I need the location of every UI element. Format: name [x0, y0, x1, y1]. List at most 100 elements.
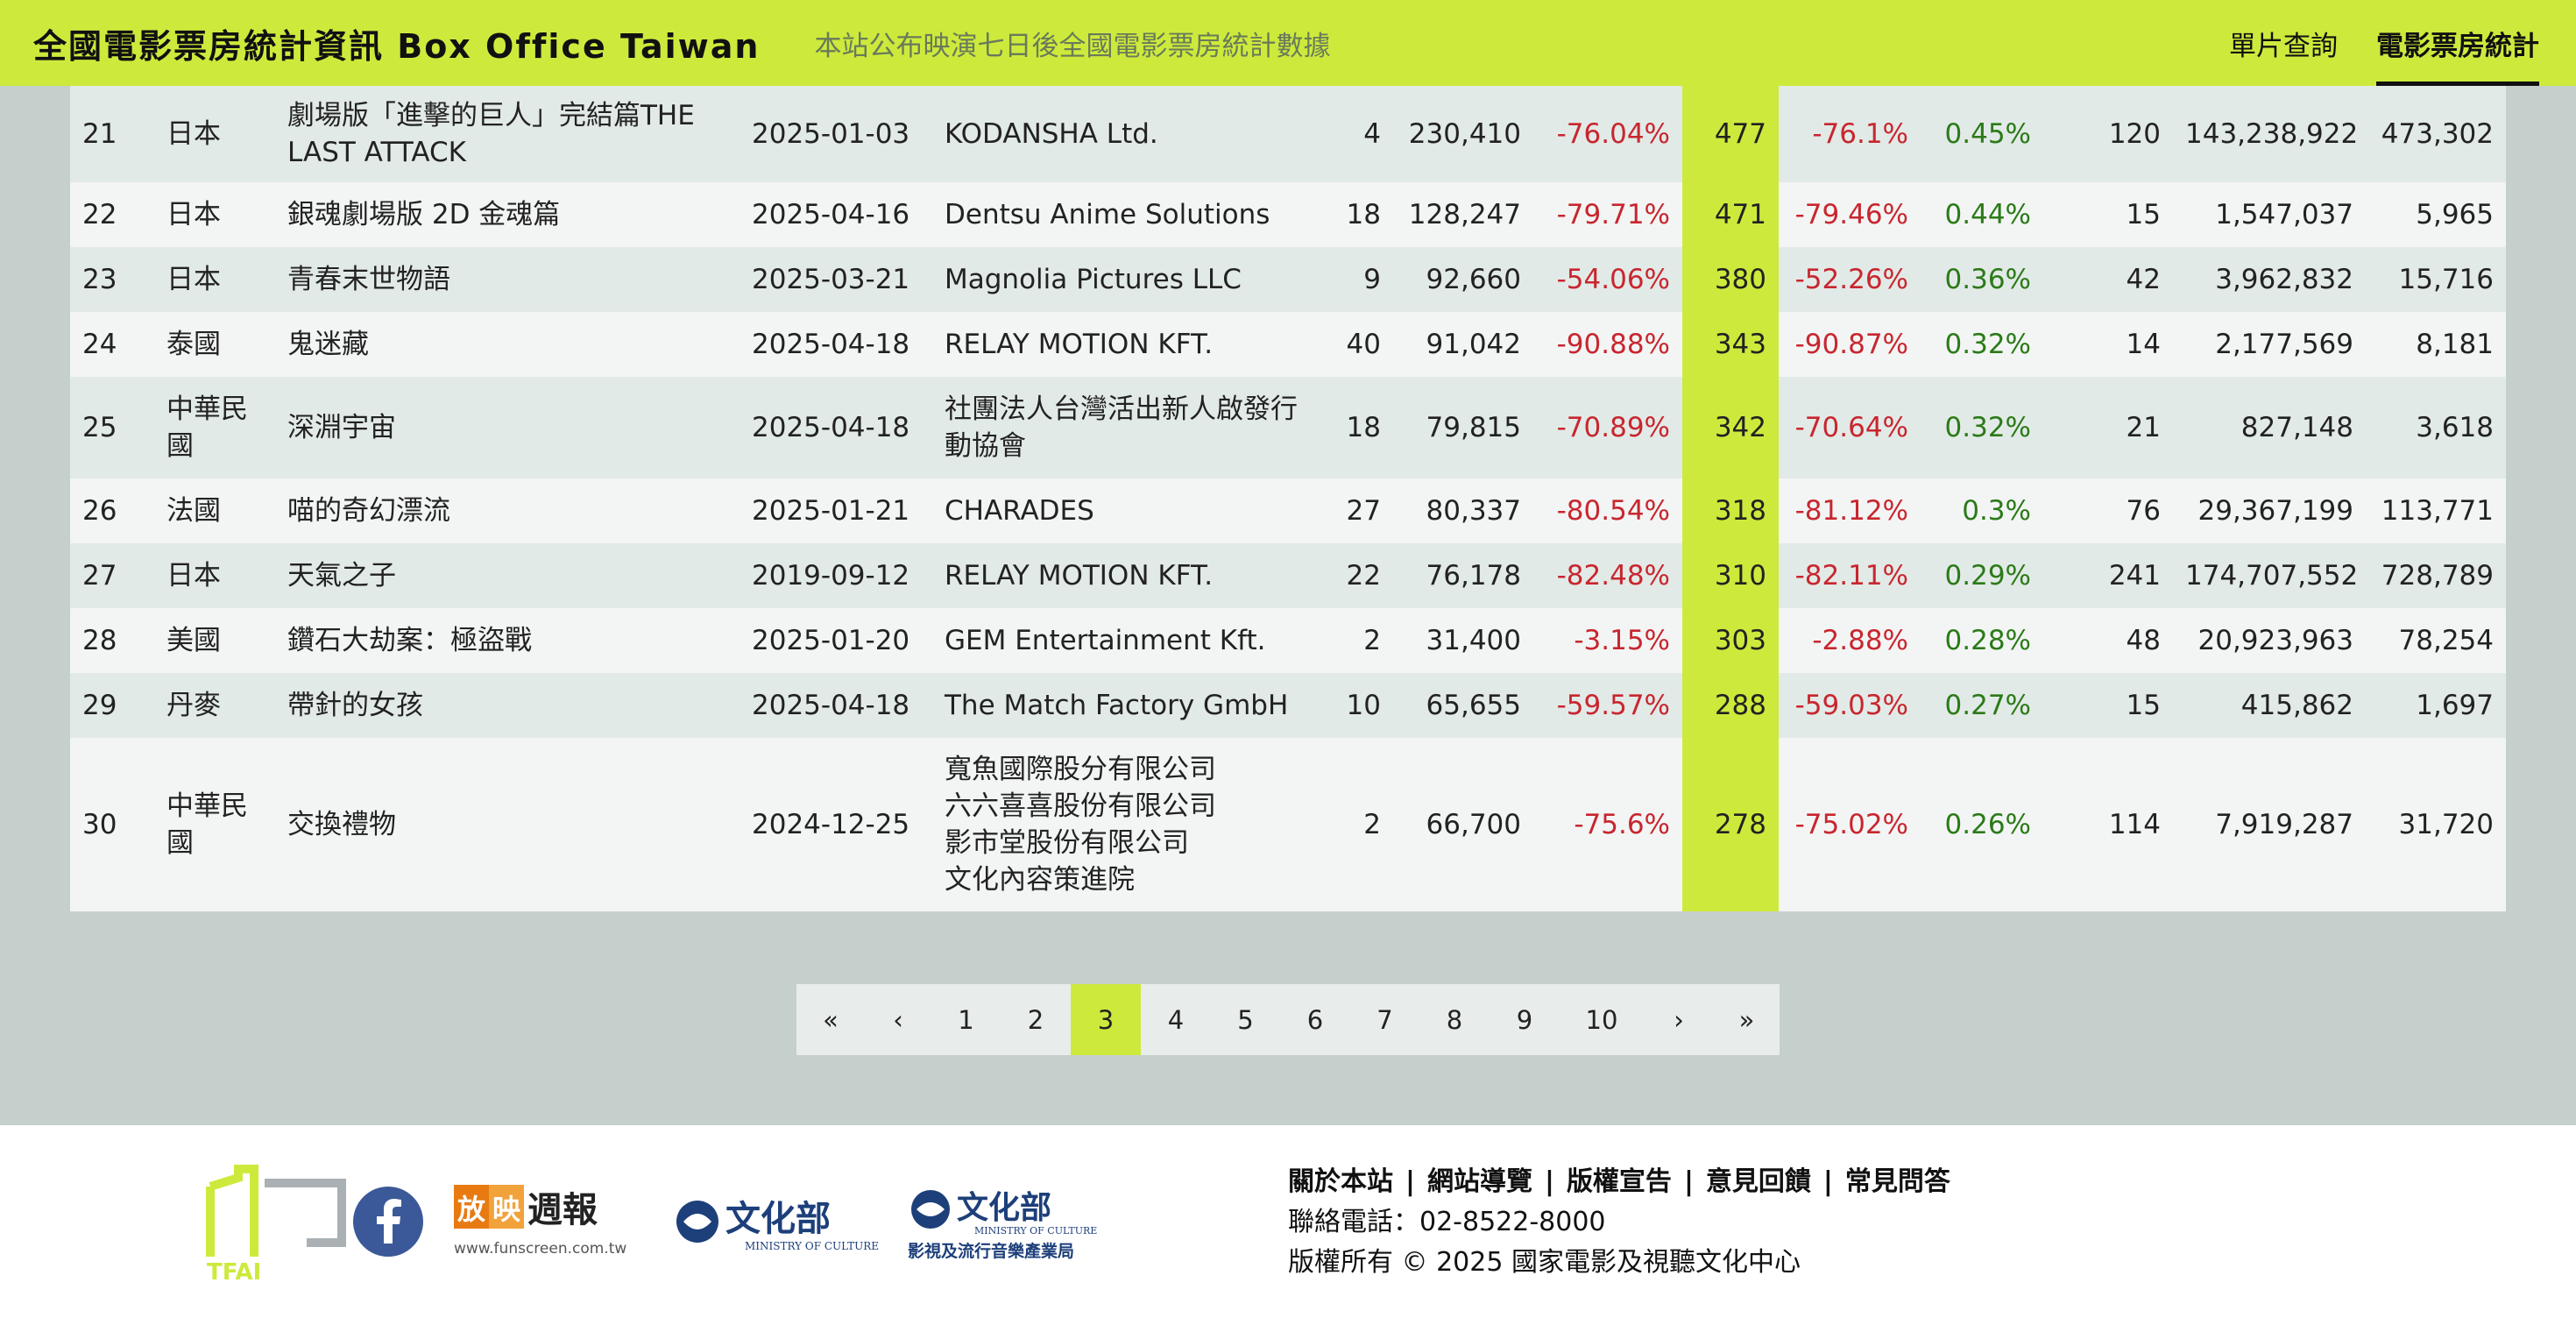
- release-date-cell: 2025-01-21: [740, 478, 932, 543]
- release-date-cell: 2024-12-25: [740, 738, 932, 911]
- country-cell: 泰國: [154, 312, 275, 377]
- main-nav: 單片查詢 電影票房統計: [2190, 0, 2539, 86]
- footer-link-about[interactable]: 關於本站: [1288, 1166, 1393, 1197]
- theaters-cell: 27: [1327, 478, 1393, 543]
- title-cell[interactable]: 帶針的女孩: [275, 673, 740, 738]
- facebook-icon[interactable]: [352, 1186, 424, 1258]
- distributor-cell: RELAY MOTION KFT.: [932, 312, 1327, 377]
- total-tickets-cell: 3,618: [2366, 377, 2506, 478]
- title-cell[interactable]: 鑽石大劫案：極盜戰: [275, 608, 740, 673]
- footer-link-feedback[interactable]: 意見回饋: [1705, 1166, 1811, 1197]
- title-cell[interactable]: 銀魂劇場版 2D 金魂篇: [275, 182, 740, 247]
- table-row[interactable]: 29 丹麥 帶針的女孩 2025-04-18 The Match Factory Gmb…: [70, 673, 2506, 738]
- site-brand[interactable]: 全國電影票房統計資訊 Box Office Taiwan: [33, 26, 761, 66]
- distributor-line: 影市堂股份有限公司: [945, 827, 1189, 859]
- page-6-button[interactable]: 6: [1306, 1004, 1324, 1035]
- days-showing-cell: 76: [2043, 478, 2173, 543]
- table-row[interactable]: 23 日本 青春末世物語 2025-03-21 Magnolia Pictures LL…: [70, 247, 2506, 312]
- title-cell[interactable]: 劇場版「進擊的巨人」完結篇THE LAST ATTACK: [275, 86, 740, 182]
- page-1-button[interactable]: 1: [958, 1004, 974, 1035]
- weekly-tickets-cell: 278: [1682, 738, 1779, 911]
- page-5-button[interactable]: 5: [1237, 1004, 1254, 1035]
- title-cell[interactable]: 喵的奇幻漂流: [275, 478, 740, 543]
- footer-link-faq[interactable]: 常見問答: [1844, 1166, 1950, 1197]
- distributor-cell: KODANSHA Ltd.: [932, 86, 1327, 182]
- rank-cell: 28: [70, 608, 154, 673]
- svg-text:MINISTRY OF CULTURE: MINISTRY OF CULTURE: [745, 1240, 879, 1252]
- title-cell[interactable]: 青春末世物語: [275, 247, 740, 312]
- title-cell[interactable]: 鬼迷藏: [275, 312, 740, 377]
- theaters-cell: 10: [1327, 673, 1393, 738]
- page-prev-button[interactable]: ‹: [893, 1004, 903, 1035]
- ministry-of-culture-logo[interactable]: 文化部 MINISTRY OF CULTURE: [675, 1187, 885, 1257]
- total-revenue-cell: 3,962,832: [2173, 247, 2366, 312]
- footer-link-copyright[interactable]: 版權宣告: [1566, 1166, 1672, 1197]
- page-3-button[interactable]: 3: [1071, 984, 1141, 1055]
- nav-single-film-search[interactable]: 單片查詢: [2229, 30, 2338, 62]
- table-row[interactable]: 21 日本 劇場版「進擊的巨人」完結篇THE LAST ATTACK 2025-01-…: [70, 86, 2506, 182]
- weekly-revenue-cell: 128,247: [1393, 182, 1533, 247]
- market-share-cell: 0.45%: [1921, 86, 2043, 182]
- page-2-button[interactable]: 2: [1027, 1004, 1044, 1035]
- revenue-change-cell: -54.06%: [1533, 247, 1682, 312]
- market-share-cell: 0.32%: [1921, 377, 2043, 478]
- tickets-change-cell: -70.64%: [1779, 377, 1921, 478]
- days-showing-cell: 14: [2043, 312, 2173, 377]
- table-body: 21 日本 劇場版「進擊的巨人」完結篇THE LAST ATTACK 2025-01-…: [70, 86, 2506, 911]
- country-cell: 日本: [154, 247, 275, 312]
- title-cell[interactable]: 交換禮物: [275, 738, 740, 911]
- separator: |: [1405, 1166, 1415, 1197]
- separator: |: [1683, 1166, 1694, 1197]
- tickets-change-cell: -76.1%: [1779, 86, 1921, 182]
- page-4-button[interactable]: 4: [1167, 1004, 1185, 1035]
- tfai-logo[interactable]: TFAI: [203, 1160, 352, 1283]
- title-cell[interactable]: 天氣之子: [275, 543, 740, 608]
- weekly-revenue-cell: 31,400: [1393, 608, 1533, 673]
- footer-link-sitemap[interactable]: 網站導覽: [1426, 1166, 1532, 1197]
- table-row[interactable]: 27 日本 天氣之子 2019-09-12 RELAY MOTION KFT. 22 76,…: [70, 543, 2506, 608]
- nav-box-office-stats[interactable]: 電影票房統計: [2376, 0, 2539, 86]
- total-revenue-cell: 29,367,199: [2173, 478, 2366, 543]
- pagination: « ‹ 1 2 3 4 5 6 7 8 9 10 › »: [796, 984, 1780, 1055]
- weekly-tickets-cell: 471: [1682, 182, 1779, 247]
- page-last-button[interactable]: »: [1738, 1004, 1755, 1035]
- weekly-tickets-cell: 477: [1682, 86, 1779, 182]
- weekly-revenue-cell: 92,660: [1393, 247, 1533, 312]
- svg-text:放: 放: [457, 1193, 486, 1226]
- page-9-button[interactable]: 9: [1516, 1004, 1533, 1035]
- total-revenue-cell: 20,923,963: [2173, 608, 2366, 673]
- bamid-logo[interactable]: 文化部 MINISTRY OF CULTURE 影視及流行音樂產業局: [908, 1180, 1109, 1264]
- separator: |: [1822, 1166, 1833, 1197]
- rank-cell: 29: [70, 673, 154, 738]
- theaters-cell: 9: [1327, 247, 1393, 312]
- theaters-cell: 18: [1327, 377, 1393, 478]
- table-row[interactable]: 28 美國 鑽石大劫案：極盜戰 2025-01-20 GEM Entertainment…: [70, 608, 2506, 673]
- page-10-button[interactable]: 10: [1585, 1004, 1618, 1035]
- table-row[interactable]: 25 中華民國 深淵宇宙 2025-04-18 社團法人台灣活出新人啟發行動協會 18 79…: [70, 377, 2506, 478]
- total-tickets-cell: 31,720: [2366, 738, 2506, 911]
- page-7-button[interactable]: 7: [1376, 1004, 1393, 1035]
- distributor-cell: 社團法人台灣活出新人啟發行動協會: [932, 377, 1327, 478]
- rank-cell: 23: [70, 247, 154, 312]
- table-row[interactable]: 22 日本 銀魂劇場版 2D 金魂篇 2025-04-16 Dentsu Anime S…: [70, 182, 2506, 247]
- theaters-cell: 40: [1327, 312, 1393, 377]
- release-date-cell: 2025-04-16: [740, 182, 932, 247]
- funscreen-logo[interactable]: 放 映 週報 www.funscreen.com.tw: [454, 1180, 643, 1264]
- tickets-change-cell: -52.26%: [1779, 247, 1921, 312]
- page-first-button[interactable]: «: [823, 1004, 839, 1035]
- table-row[interactable]: 24 泰國 鬼迷藏 2025-04-18 RELAY MOTION KFT. 40 91,0…: [70, 312, 2506, 377]
- page-next-button[interactable]: ›: [1674, 1004, 1684, 1035]
- revenue-change-cell: -79.71%: [1533, 182, 1682, 247]
- site-tagline: 本站公布映演七日後全國電影票房統計數據: [814, 30, 1331, 62]
- title-cell[interactable]: 深淵宇宙: [275, 377, 740, 478]
- table-row[interactable]: 26 法國 喵的奇幻漂流 2025-01-21 CHARADES 27 80,337 -80.…: [70, 478, 2506, 543]
- days-showing-cell: 241: [2043, 543, 2173, 608]
- total-tickets-cell: 1,697: [2366, 673, 2506, 738]
- weekly-revenue-cell: 91,042: [1393, 312, 1533, 377]
- rank-cell: 26: [70, 478, 154, 543]
- market-share-cell: 0.26%: [1921, 738, 2043, 911]
- weekly-tickets-cell: 342: [1682, 377, 1779, 478]
- table-row[interactable]: 30 中華民國 交換禮物 2024-12-25 寬魚國際股分有限公司 六六喜喜股份有限公司…: [70, 738, 2506, 911]
- page-8-button[interactable]: 8: [1446, 1004, 1463, 1035]
- days-showing-cell: 42: [2043, 247, 2173, 312]
